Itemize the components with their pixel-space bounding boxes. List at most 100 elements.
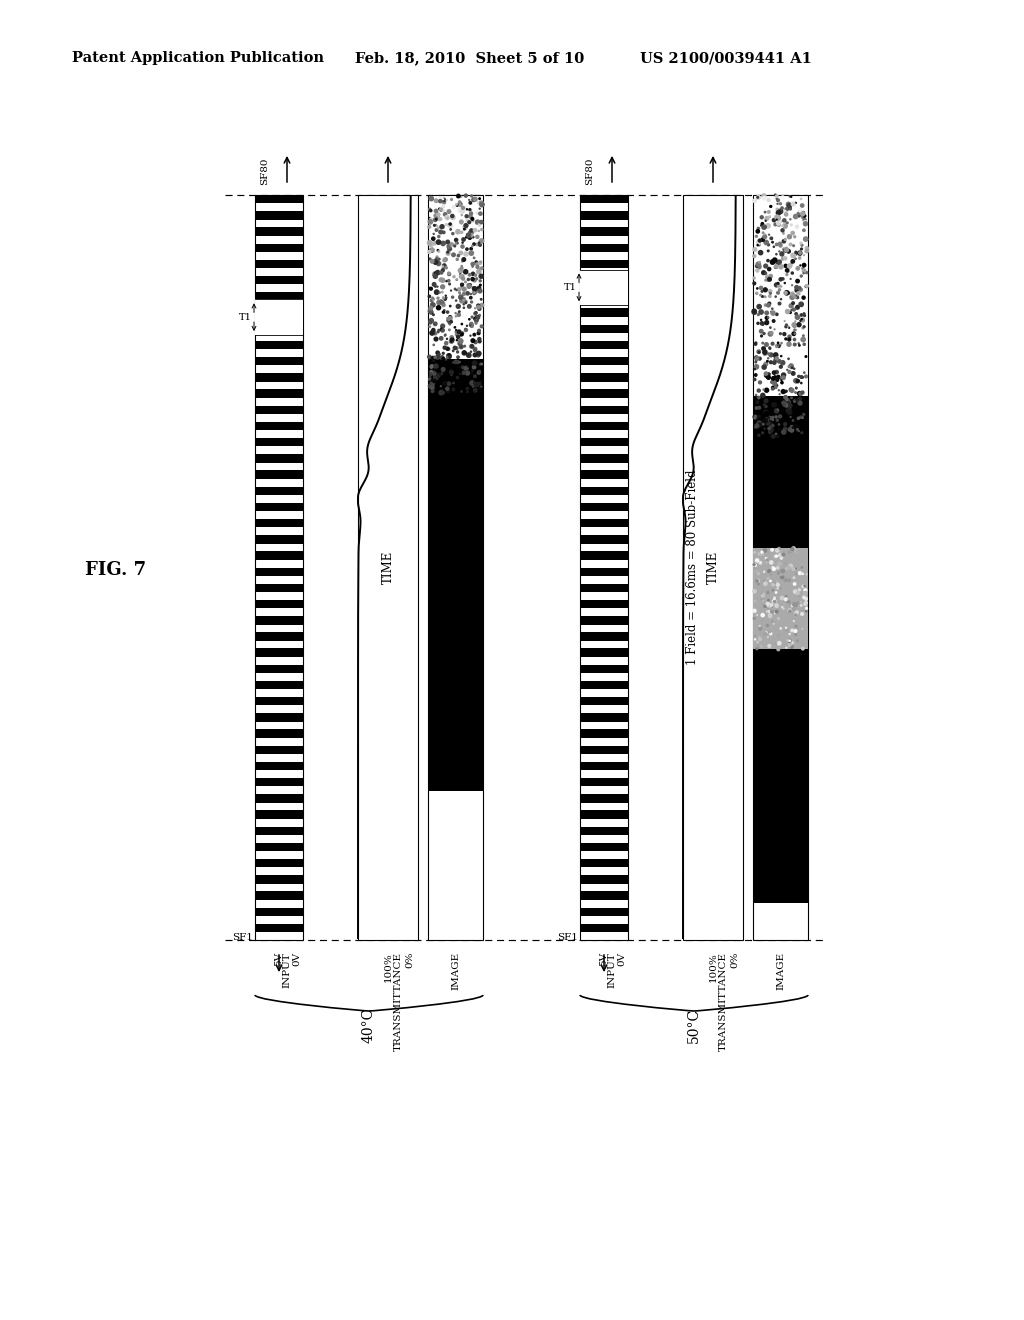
Circle shape	[447, 348, 450, 350]
Circle shape	[472, 219, 474, 222]
Circle shape	[775, 313, 778, 315]
Circle shape	[781, 195, 784, 199]
Circle shape	[766, 561, 767, 564]
Bar	[580, 746, 628, 754]
Circle shape	[754, 601, 756, 602]
Bar	[753, 195, 808, 940]
Circle shape	[471, 301, 472, 304]
Circle shape	[768, 244, 769, 246]
Circle shape	[430, 371, 432, 374]
Bar	[580, 648, 628, 657]
Circle shape	[457, 205, 458, 206]
Circle shape	[442, 297, 444, 298]
Circle shape	[788, 610, 792, 612]
Circle shape	[798, 392, 802, 396]
Circle shape	[803, 326, 805, 327]
Bar	[255, 713, 303, 722]
Circle shape	[765, 317, 768, 319]
Bar	[580, 616, 628, 624]
Circle shape	[768, 606, 770, 607]
Circle shape	[776, 292, 779, 294]
Circle shape	[764, 264, 768, 268]
Circle shape	[765, 388, 769, 392]
Circle shape	[793, 603, 797, 606]
Circle shape	[804, 222, 808, 226]
Circle shape	[461, 296, 462, 297]
Circle shape	[451, 198, 453, 201]
Circle shape	[788, 564, 793, 568]
Circle shape	[456, 347, 458, 350]
Circle shape	[770, 293, 771, 294]
Circle shape	[784, 391, 785, 393]
Circle shape	[479, 363, 481, 366]
Text: TRANSMITTANCE: TRANSMITTANCE	[393, 952, 402, 1051]
Circle shape	[428, 296, 430, 297]
Circle shape	[774, 556, 776, 558]
Circle shape	[428, 219, 432, 224]
Circle shape	[429, 197, 433, 201]
Circle shape	[430, 248, 434, 252]
Circle shape	[442, 304, 445, 306]
Circle shape	[782, 232, 784, 234]
Circle shape	[474, 383, 478, 387]
Circle shape	[462, 257, 466, 261]
Circle shape	[776, 420, 778, 421]
Circle shape	[459, 251, 463, 255]
Circle shape	[477, 304, 479, 308]
Circle shape	[802, 327, 804, 329]
Circle shape	[758, 645, 760, 648]
Circle shape	[759, 561, 762, 564]
Circle shape	[756, 263, 761, 267]
Circle shape	[799, 286, 801, 289]
Bar	[255, 244, 303, 252]
Circle shape	[459, 342, 461, 345]
Circle shape	[771, 388, 774, 389]
Circle shape	[783, 428, 786, 430]
Circle shape	[781, 210, 784, 213]
Circle shape	[432, 298, 434, 300]
Circle shape	[775, 371, 778, 374]
Circle shape	[439, 209, 442, 211]
Circle shape	[761, 552, 763, 553]
Circle shape	[792, 605, 795, 607]
Circle shape	[437, 301, 440, 305]
Circle shape	[461, 275, 464, 277]
Circle shape	[428, 209, 431, 210]
Circle shape	[783, 224, 784, 226]
Circle shape	[759, 424, 762, 428]
Circle shape	[775, 356, 778, 360]
Circle shape	[781, 381, 783, 384]
Circle shape	[447, 247, 452, 251]
Circle shape	[787, 601, 790, 603]
Circle shape	[798, 397, 802, 401]
Circle shape	[802, 397, 804, 400]
Bar	[580, 325, 628, 333]
Circle shape	[790, 264, 792, 267]
Bar	[255, 260, 303, 268]
Circle shape	[794, 326, 795, 327]
Circle shape	[445, 347, 450, 350]
Circle shape	[781, 277, 784, 280]
Circle shape	[471, 372, 473, 374]
Circle shape	[753, 414, 757, 418]
Circle shape	[766, 624, 768, 627]
Circle shape	[445, 387, 449, 391]
Bar	[255, 470, 303, 479]
Circle shape	[754, 416, 757, 418]
Circle shape	[756, 230, 760, 234]
Circle shape	[777, 345, 780, 347]
Circle shape	[756, 558, 759, 562]
Circle shape	[757, 305, 761, 309]
Circle shape	[776, 549, 778, 550]
Circle shape	[454, 346, 457, 350]
Circle shape	[446, 251, 450, 255]
Circle shape	[756, 269, 759, 272]
Circle shape	[429, 310, 433, 314]
Circle shape	[761, 290, 763, 292]
Circle shape	[465, 224, 468, 227]
Circle shape	[757, 240, 761, 244]
Circle shape	[470, 248, 472, 249]
Circle shape	[457, 351, 459, 352]
Circle shape	[754, 618, 755, 619]
Circle shape	[775, 215, 779, 219]
